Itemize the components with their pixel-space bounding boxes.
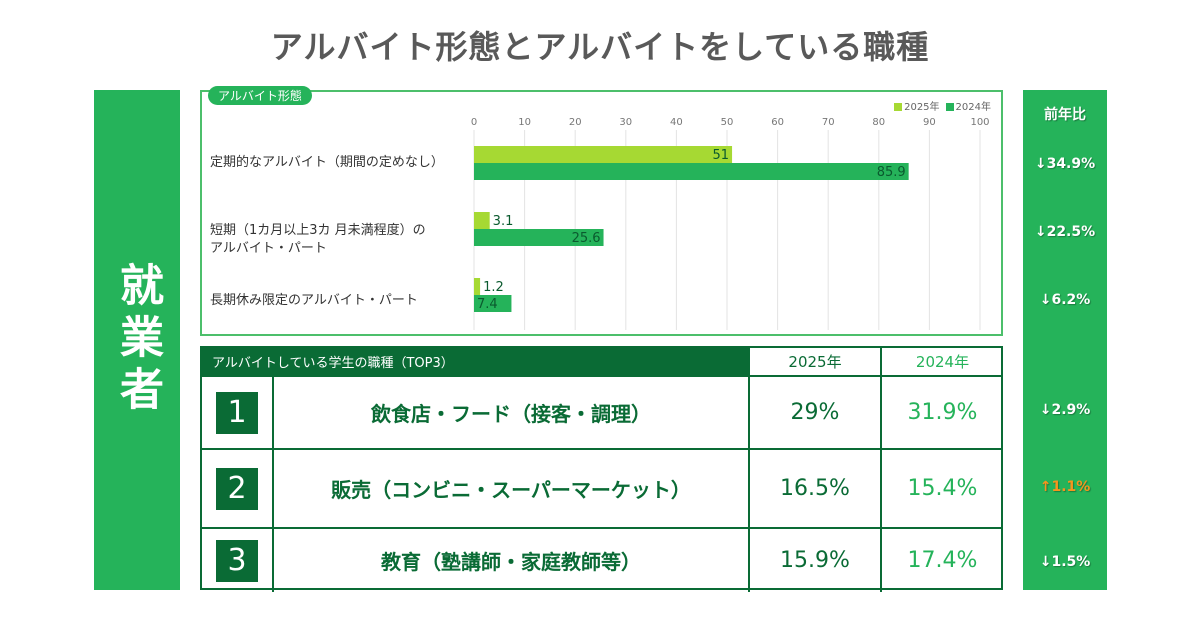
x-tick-label: 90 [923, 117, 936, 128]
job-table: アルバイトしている学生の職種（TOP3） 2025年 2024年 1 飲食店・フ… [200, 346, 1003, 592]
category-label: 定期的なアルバイト（期間の定めなし） [210, 155, 444, 170]
x-tick-label: 0 [471, 117, 477, 128]
x-tick-label: 10 [518, 117, 531, 128]
rank-badge: 1 [216, 391, 258, 434]
yoy-column: 前年比 ↓34.9% ↓22.5% ↓6.2% ↓2.9% ↑1.1% ↓1.5% [1023, 90, 1107, 590]
col-2025: 2025年 [750, 348, 882, 377]
job-name: 飲食店・フード（接客・調理） [274, 377, 750, 450]
page-title: アルバイト形態とアルバイトをしている職種 [270, 28, 930, 66]
legend-2024: 2024年 [945, 98, 991, 113]
chart-panel: 0 10 20 30 40 50 60 70 80 90 100 51 85.9 3.1 25.6 1.2 7.… [200, 86, 1003, 336]
bar-2024年 [474, 163, 909, 180]
x-tick-label: 40 [670, 117, 683, 128]
x-tick-label: 70 [822, 117, 835, 128]
yoy-value: ↓34.9% [1034, 156, 1096, 172]
value-2025: 15.9% [750, 529, 882, 592]
x-tick-label: 100 [970, 117, 989, 128]
col-2024: 2024年 [882, 348, 1003, 377]
job-name: 教育（塾講師・家庭教師等） [274, 529, 750, 592]
bar-chart: 0 10 20 30 40 50 60 70 80 90 100 51 85.9 3.1 25.6 1.2 7.… [471, 117, 990, 330]
yoy-value: ↓6.2% [1039, 292, 1091, 308]
value-2024: 17.4% [907, 548, 978, 573]
table-header: アルバイトしている学生の職種（TOP3） [202, 348, 750, 377]
category-label: 短期（1カ月以上3カ 月未満程度）の アルバイト・パート [210, 223, 426, 256]
data-label: 1.2 [483, 280, 504, 295]
data-label: 3.1 [493, 214, 514, 229]
category-label: 長期休み限定のアルバイト・パート [210, 293, 418, 308]
bar-2025年 [474, 278, 481, 295]
yoy-header: 前年比 [1044, 107, 1086, 123]
value-2025: 16.5% [750, 450, 882, 529]
data-label: 85.9 [877, 165, 906, 180]
x-tick-label: 50 [721, 117, 734, 128]
legend-2025: 2025年 [894, 98, 940, 113]
job-name: 販売（コンビニ・スーパーマーケット） [274, 450, 750, 529]
data-label: 51 [713, 148, 730, 163]
rank-cell: 1 [202, 377, 274, 450]
rank-cell: 2 [202, 450, 274, 529]
rank-badge: 2 [216, 467, 258, 510]
yoy-value: ↑1.1% [1039, 479, 1091, 495]
yoy-value: ↓1.5% [1039, 554, 1091, 570]
yoy-value: ↓22.5% [1034, 224, 1096, 240]
value-2024: 15.4% [882, 450, 1003, 529]
bar-2025年 [474, 146, 733, 163]
x-tick-label: 20 [569, 117, 582, 128]
bar-2025年 [474, 212, 490, 229]
x-tick-label: 60 [771, 117, 784, 128]
rank-cell: 3 [202, 529, 274, 592]
legend: 2025年 2024年 [894, 98, 991, 113]
value-2025: 29% [750, 377, 882, 450]
chart-title: アルバイト形態 [208, 86, 312, 105]
data-label: 7.4 [477, 297, 498, 312]
side-label: 就業者 [94, 90, 180, 590]
yoy-value: ↓2.9% [1039, 402, 1091, 418]
x-tick-label: 80 [872, 117, 885, 128]
bar-2024年 [474, 229, 604, 246]
bar-2024年 [474, 295, 512, 312]
value-2024: 31.9% [882, 377, 1003, 450]
data-label: 25.6 [572, 231, 601, 246]
x-tick-label: 30 [619, 117, 632, 128]
rank-badge: 3 [216, 539, 258, 582]
